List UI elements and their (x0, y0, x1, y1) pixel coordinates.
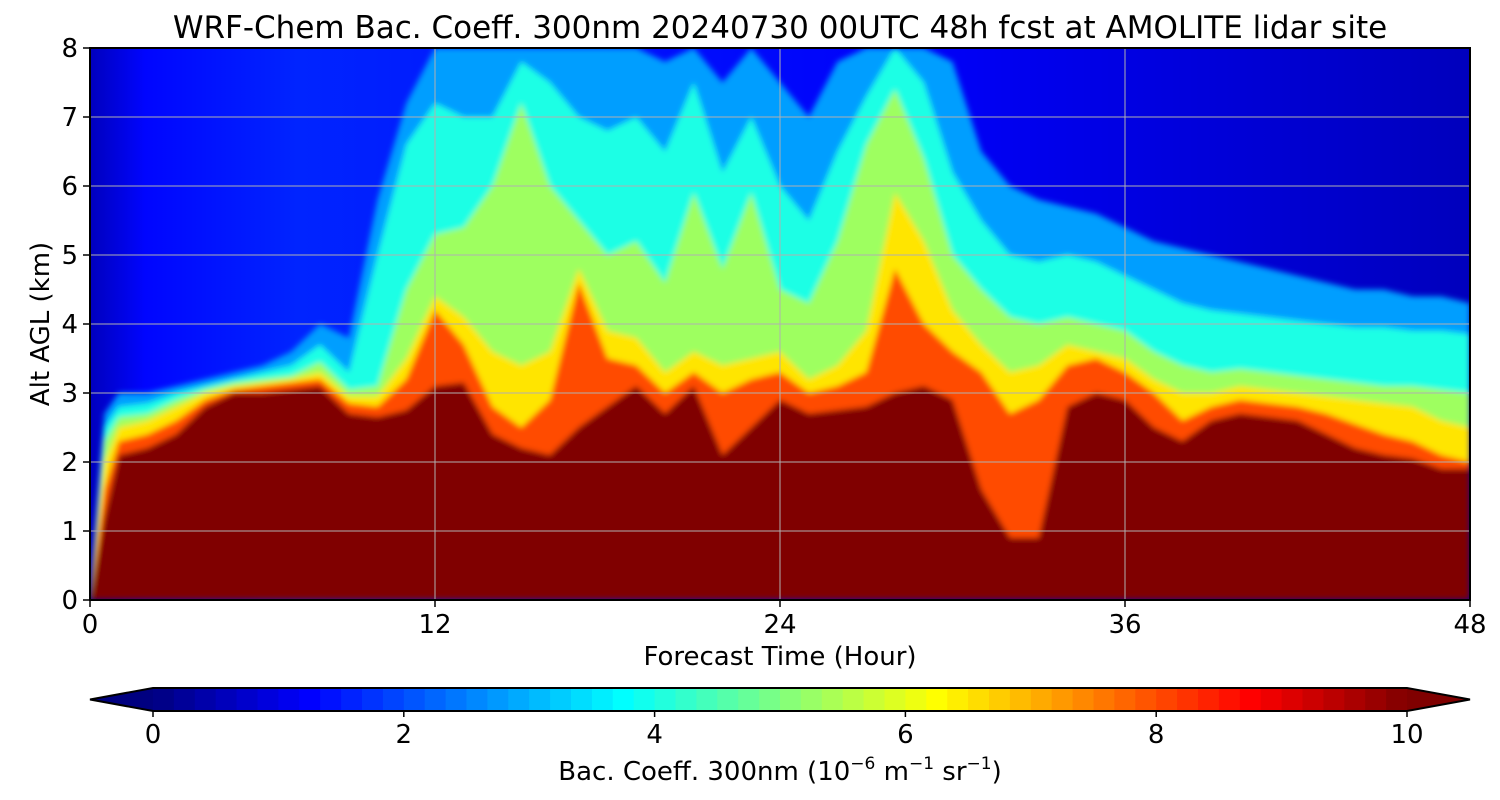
chart-title: WRF-Chem Bac. Coeff. 300nm 20240730 00UT… (173, 10, 1387, 46)
colorbar-segment (1386, 688, 1408, 711)
colorbar-segment (738, 688, 760, 711)
colorbar-label-mid2: sr (934, 757, 967, 787)
x-tick-label: 0 (82, 610, 99, 640)
colorbar-segment (947, 688, 969, 711)
colorbar-tick-label: 2 (396, 720, 413, 750)
colorbar-segment (1281, 688, 1304, 711)
colorbar-ticks: 0 2 4 6 8 10 (145, 711, 1424, 750)
colorbar-segment (173, 688, 196, 711)
colorbar-segment (633, 688, 656, 711)
colorbar-segment (445, 688, 468, 711)
colorbar-label-end: ) (992, 757, 1002, 787)
colorbar-label-main: Bac. Coeff. 300nm (10 (558, 757, 850, 787)
colorbar-segment (1030, 688, 1053, 711)
colorbar-segment (1093, 688, 1115, 711)
colorbar-segment (1051, 688, 1074, 711)
colorbar-segment (989, 688, 1011, 711)
colorbar-segment (1365, 688, 1387, 711)
colorbar-extend-min (90, 688, 153, 711)
y-axis-label: Alt AGL (km) (26, 242, 56, 406)
colorbar-segment (612, 688, 635, 711)
colorbar-segment (1260, 688, 1283, 711)
colorbar-segment (194, 688, 217, 711)
colorbar-segment (1114, 688, 1136, 711)
colorbar-segment (1135, 688, 1157, 711)
colorbar-tick-label: 0 (145, 720, 162, 750)
colorbar-segment (1009, 688, 1032, 711)
colorbar-segment (320, 688, 342, 711)
colorbar-tick-label: 8 (1148, 720, 1165, 750)
colorbar-segment (780, 688, 802, 711)
x-tick-label: 12 (418, 610, 451, 640)
colorbar-segment (424, 688, 447, 711)
colorbar-label-exp1: −6 (850, 754, 875, 774)
colorbar-label: Bac. Coeff. 300nm (10−6 m−1 sr−1) (558, 754, 1001, 787)
colorbar-segment (153, 688, 175, 711)
colorbar-segment (1177, 688, 1199, 711)
y-tick-label: 2 (61, 448, 78, 478)
x-tick-label: 24 (763, 610, 796, 640)
colorbar-segment (257, 688, 279, 711)
colorbar-segment (1198, 688, 1220, 711)
colorbar-segment (821, 688, 844, 711)
y-tick-label: 8 (61, 34, 78, 64)
colorbar-segment (1239, 688, 1262, 711)
colorbar-segment (926, 688, 948, 711)
colorbar-segment (382, 688, 405, 711)
colorbar-tick-label: 10 (1390, 720, 1423, 750)
grid (90, 48, 1470, 600)
y-tick-label: 4 (61, 310, 78, 340)
y-tick-label: 6 (61, 172, 78, 202)
x-tick-label: 48 (1453, 610, 1486, 640)
colorbar-segment (842, 688, 865, 711)
colorbar-segment (884, 688, 906, 711)
colorbar-tick-label: 6 (897, 720, 914, 750)
colorbar-segment (1302, 688, 1324, 711)
y-tick-label: 3 (61, 379, 78, 409)
colorbar-segment (278, 688, 300, 711)
x-axis-label: Forecast Time (Hour) (643, 642, 916, 672)
colorbar-segment (1072, 688, 1095, 711)
colorbar-segment (341, 688, 363, 711)
colorbar-label-mid: m (875, 757, 909, 787)
colorbar-segment (591, 688, 614, 711)
colorbar-segment (696, 688, 718, 711)
colorbar-segment (571, 688, 593, 711)
y-tick-label: 0 (61, 586, 78, 616)
colorbar-segment (717, 688, 739, 711)
colorbar-segment (675, 688, 697, 711)
y-tick-label: 5 (61, 241, 78, 271)
colorbar-segment (403, 688, 426, 711)
colorbar-extend-max (1407, 688, 1470, 711)
colorbar-segment (759, 688, 781, 711)
colorbar-segment (362, 688, 384, 711)
colorbar-segment (905, 688, 927, 711)
x-tick-label: 36 (1108, 610, 1141, 640)
colorbar-segment (487, 688, 509, 711)
colorbar-segment (466, 688, 488, 711)
colorbar-segment (299, 688, 321, 711)
colorbar-segment (508, 688, 530, 711)
x-axis: 0 12 24 36 48 (82, 600, 1487, 640)
colorbar-label-exp2: −1 (909, 754, 934, 774)
colorbar (89, 687, 1471, 712)
colorbar-segment (654, 688, 677, 711)
colorbar-segment (863, 688, 886, 711)
colorbar-segment (215, 688, 238, 711)
y-tick-label: 7 (61, 103, 78, 133)
colorbar-label-exp3: −1 (967, 754, 992, 774)
colorbar-segment (1323, 688, 1345, 711)
colorbar-tick-label: 4 (646, 720, 663, 750)
colorbar-segment (1156, 688, 1178, 711)
y-axis: 0 1 2 3 4 5 6 7 8 (61, 34, 90, 616)
colorbar-segment (236, 688, 259, 711)
colorbar-segment (550, 688, 572, 711)
colorbar-segment (968, 688, 990, 711)
y-tick-label: 1 (61, 517, 78, 547)
colorbar-segment (800, 688, 823, 711)
colorbar-segment (1218, 688, 1241, 711)
colorbar-segment (529, 688, 551, 711)
colorbar-segment (1344, 688, 1366, 711)
